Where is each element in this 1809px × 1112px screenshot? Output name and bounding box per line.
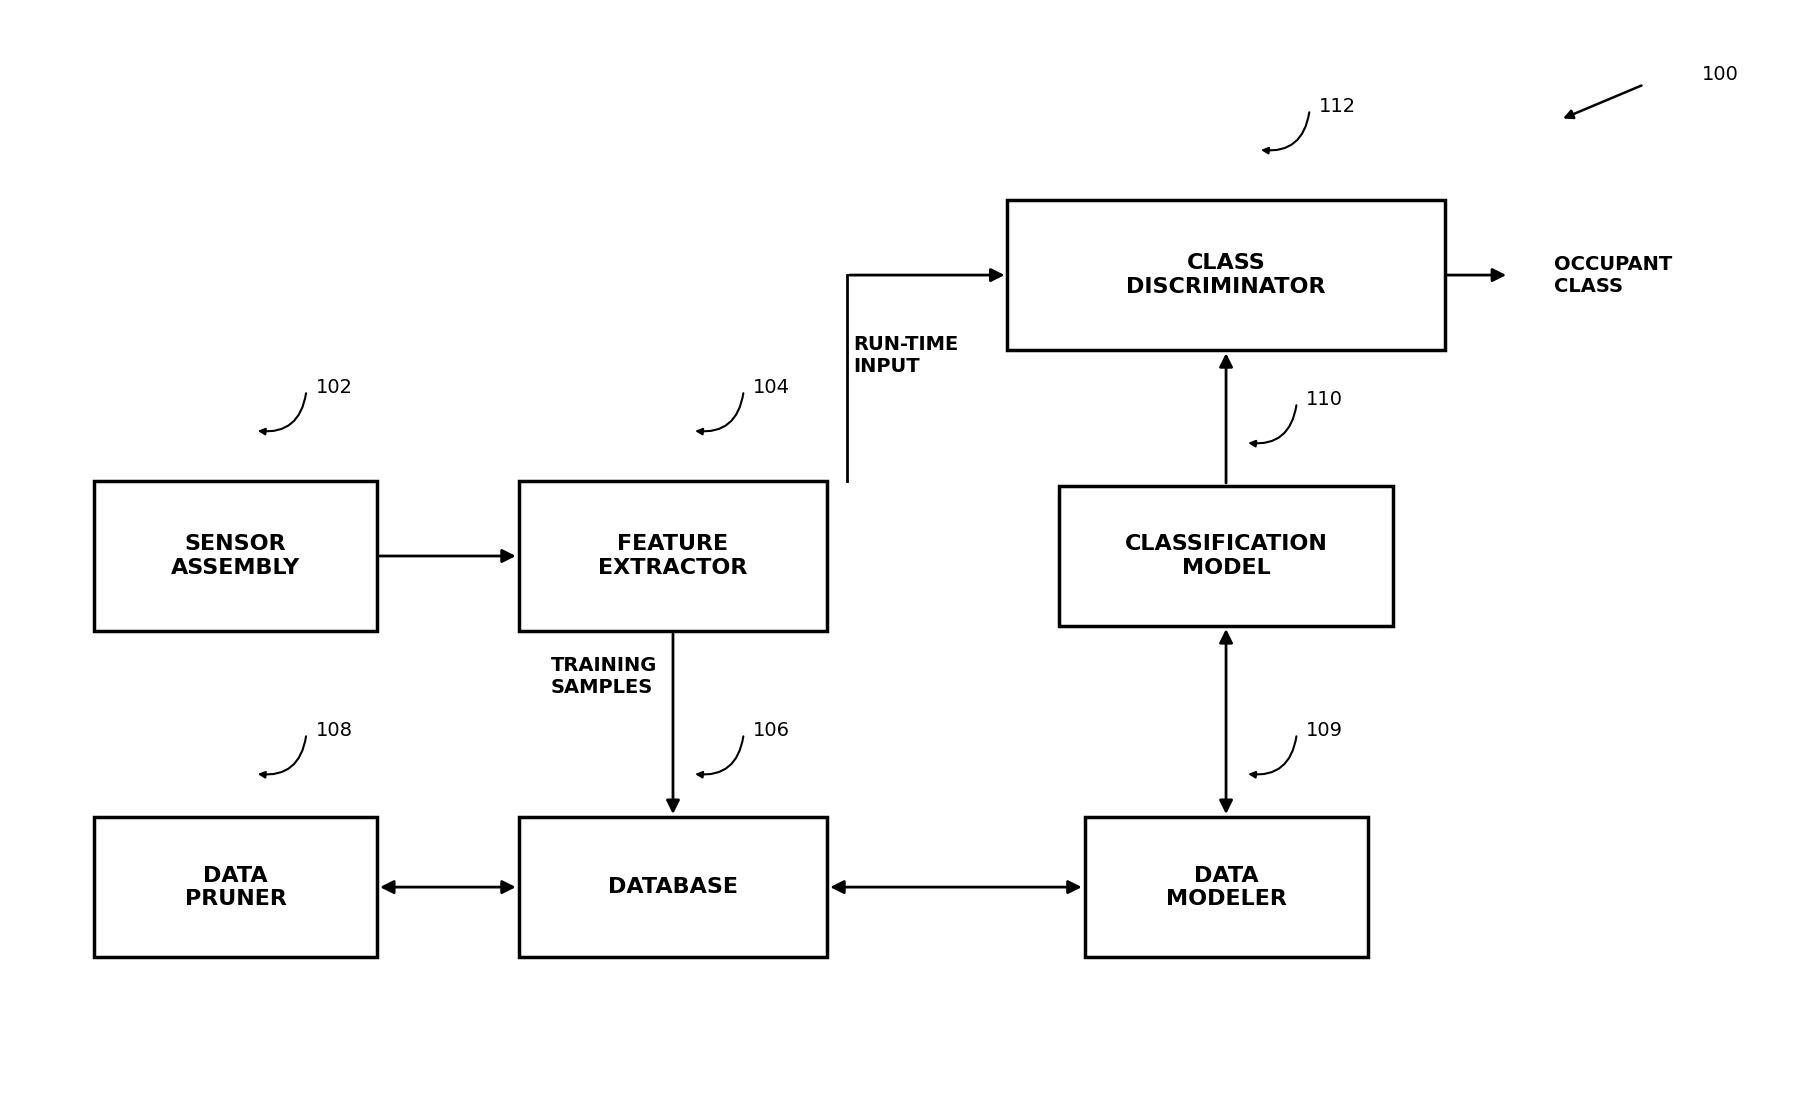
Text: TRAINING
SAMPLES: TRAINING SAMPLES	[550, 656, 657, 697]
Text: 112: 112	[1319, 97, 1355, 116]
Text: 108: 108	[315, 721, 353, 741]
Bar	[519, 480, 827, 632]
Text: OCCUPANT
CLASS: OCCUPANT CLASS	[1554, 255, 1672, 296]
Text: CLASS
DISCRIMINATOR: CLASS DISCRIMINATOR	[1127, 254, 1326, 297]
Bar	[1008, 200, 1445, 350]
Text: 104: 104	[753, 378, 791, 397]
Text: SENSOR
ASSEMBLY: SENSOR ASSEMBLY	[172, 535, 300, 577]
Bar	[519, 817, 827, 957]
Bar	[94, 480, 376, 632]
Bar	[1058, 486, 1393, 626]
Text: 109: 109	[1306, 721, 1342, 741]
Text: DATA
MODELER: DATA MODELER	[1165, 865, 1286, 909]
Text: 110: 110	[1306, 390, 1342, 409]
Text: 100: 100	[1702, 64, 1738, 83]
Text: DATA
PRUNER: DATA PRUNER	[185, 865, 286, 909]
Text: 102: 102	[315, 378, 353, 397]
Bar	[1085, 817, 1368, 957]
Text: DATABASE: DATABASE	[608, 877, 738, 897]
Text: RUN-TIME
INPUT: RUN-TIME INPUT	[854, 335, 959, 376]
Bar	[94, 817, 376, 957]
Text: FEATURE
EXTRACTOR: FEATURE EXTRACTOR	[599, 535, 747, 577]
Text: CLASSIFICATION
MODEL: CLASSIFICATION MODEL	[1125, 535, 1328, 577]
Text: 106: 106	[753, 721, 791, 741]
